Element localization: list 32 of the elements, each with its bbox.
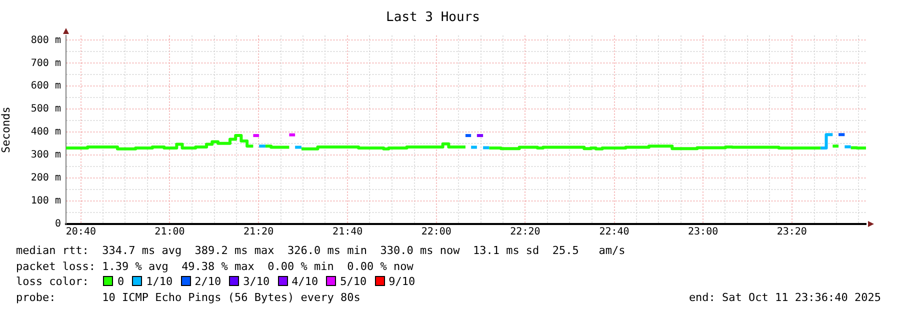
text: packet loss: 1.39 % avg 49.38 % max 0.00 % min 0.00 % now: [16, 258, 414, 274]
y-tick-label: 500 m: [30, 104, 61, 115]
x-tick-label: 23:00: [688, 226, 718, 238]
legend-label: 0: [117, 275, 124, 288]
x-tick-label: 22:00: [421, 226, 452, 238]
legend-label: 1/10: [146, 275, 173, 288]
legend-label: 9/10: [388, 275, 416, 288]
legend-label: 4/10: [292, 275, 318, 288]
x-tick-label: 21:40: [332, 226, 363, 238]
y-tick-label: 300 m: [30, 150, 61, 161]
y-tick-label: 400 m: [30, 126, 61, 138]
x-tick-label: 22:40: [599, 226, 630, 238]
text: probe: 10 ICMP Echo Pings (56 Bytes) every 80s: [16, 290, 360, 304]
legend-title: loss color:: [16, 275, 89, 288]
x-tick-label: 21:20: [243, 226, 274, 238]
y-tick-label: 200 m: [30, 172, 61, 184]
y-tick-label: 100 m: [30, 196, 61, 207]
x-tick-label: 23:20: [776, 226, 807, 238]
x-tick-label: 20:40: [66, 226, 96, 238]
legend-label: 2/10: [194, 275, 222, 288]
y-axis-title: Seconds: [0, 106, 12, 153]
text: end: Sat Oct 11 23:36:40 2025: [688, 290, 881, 305]
legend-label: 5/10: [340, 275, 367, 288]
chart-title: Last 3 Hours: [386, 10, 480, 26]
y-tick-label: 600 m: [30, 80, 61, 92]
y-tick-label: 0: [54, 218, 61, 230]
y-tick-label: 700 m: [30, 58, 61, 69]
legend-label: 3/10: [243, 275, 270, 288]
x-tick-label: 22:20: [510, 226, 540, 238]
y-tick-label: 800 m: [30, 34, 61, 46]
text: median rtt: 334.7 ms avg 389.2 ms max 326.0 ms min 330.0 ms now 13.1 ms sd 25.5 am/s: [16, 243, 626, 258]
x-tick-label: 21:00: [154, 226, 185, 238]
